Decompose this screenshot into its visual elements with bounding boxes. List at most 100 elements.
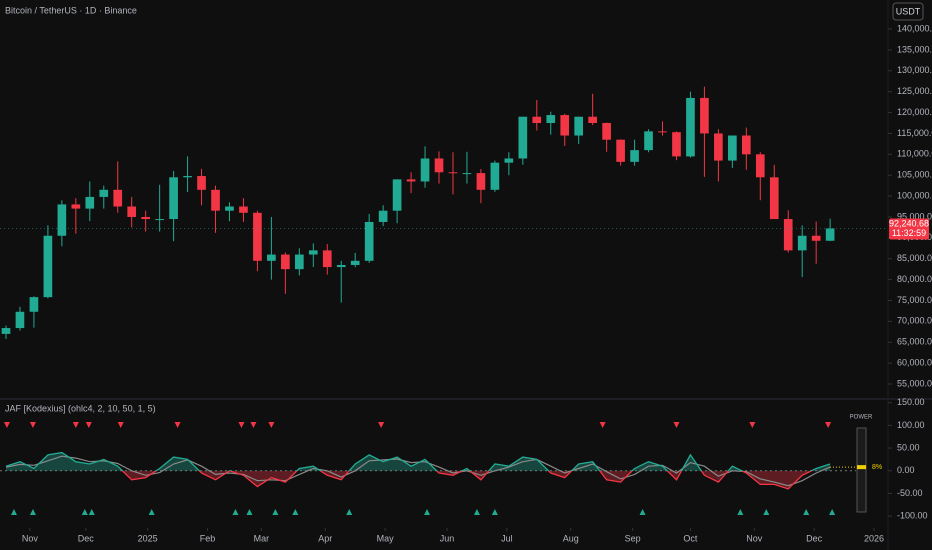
candle-body	[518, 116, 528, 159]
sell-marker	[268, 422, 275, 428]
sell-marker	[29, 422, 36, 428]
candle-body	[616, 139, 625, 162]
buy-marker	[491, 509, 498, 515]
buy-marker	[639, 509, 646, 515]
y-tick-label: 135,000.00	[897, 44, 932, 54]
candle-body	[127, 206, 137, 217]
candle-body	[350, 260, 360, 265]
candle-body	[420, 158, 430, 182]
power-label: 8%	[872, 464, 882, 471]
candle-body	[169, 177, 178, 220]
candle-body	[630, 150, 639, 162]
y-tick-label: 105,000.00	[897, 170, 932, 180]
buy-marker	[88, 509, 95, 515]
candle-body	[546, 115, 556, 123]
candle-body	[462, 173, 472, 175]
candle-body	[294, 254, 304, 270]
buy-marker	[272, 509, 279, 515]
y-tick-label: 95,000.00	[897, 211, 932, 221]
y-tick-label: 150.00	[897, 397, 925, 407]
last-price-label: 92,240.68	[889, 218, 929, 228]
y-tick-label: 80,000.00	[897, 274, 932, 284]
buy-marker	[29, 509, 36, 515]
candle-body	[741, 135, 751, 155]
y-tick-label: 75,000.00	[897, 295, 932, 305]
x-tick-label: Dec	[806, 533, 823, 543]
candle-body	[322, 250, 332, 268]
candle-body	[211, 189, 220, 211]
candle-body	[602, 122, 611, 140]
candle-body	[560, 115, 570, 136]
x-tick-label: Jun	[440, 533, 455, 543]
x-tick-label: Sep	[625, 533, 641, 543]
candle-body	[532, 116, 542, 123]
x-tick-label: Jul	[501, 533, 513, 543]
candle-body	[755, 154, 765, 178]
x-tick-label: Apr	[318, 533, 332, 543]
candle-body	[113, 189, 123, 207]
buy-marker	[148, 509, 155, 515]
currency-label[interactable]: USDT	[896, 6, 921, 16]
candle-body	[225, 206, 234, 211]
y-tick-label: 0.00	[897, 465, 915, 475]
candle-body	[574, 116, 584, 136]
candle-body	[434, 158, 444, 173]
power-gauge	[856, 427, 867, 513]
candle-body	[253, 212, 262, 261]
candle-body	[336, 264, 346, 268]
countdown-label: 11:32:59	[892, 228, 926, 238]
y-tick-label: 100,000.00	[897, 190, 932, 200]
sell-marker	[117, 422, 124, 428]
candle-body	[267, 254, 276, 261]
candle-body	[700, 97, 709, 134]
candle-body	[57, 204, 67, 236]
candle-body	[141, 216, 151, 220]
y-tick-label: 50.00	[897, 442, 920, 452]
candle-body	[588, 116, 597, 123]
buy-marker	[346, 509, 353, 515]
candle-body	[406, 179, 416, 182]
candle-body	[825, 228, 835, 241]
y-tick-label: 115,000.00	[897, 128, 932, 138]
candle-body	[490, 162, 500, 190]
buy-marker	[424, 509, 431, 515]
buy-marker	[829, 509, 836, 515]
last-price-box	[889, 218, 929, 240]
candle-body	[797, 235, 807, 251]
buy-marker	[737, 509, 744, 515]
x-tick-label: Feb	[200, 533, 216, 543]
candle-body	[448, 172, 458, 174]
y-tick-label: -50.00	[897, 488, 923, 498]
oscillator-area	[5, 452, 831, 489]
candle-body	[769, 177, 779, 220]
x-tick-label: Nov	[22, 533, 39, 543]
power-level	[857, 465, 866, 470]
currency-button[interactable]	[892, 2, 924, 21]
chart-title: Bitcoin / TetherUS · 1D · Binance	[5, 5, 137, 15]
candle-body	[644, 131, 653, 151]
sell-marker	[174, 422, 181, 428]
candle-body	[43, 235, 53, 298]
candle-body	[29, 297, 39, 312]
buy-marker	[763, 509, 770, 515]
candle-body	[811, 235, 821, 241]
x-tick-label: Nov	[746, 533, 763, 543]
candle-body	[476, 173, 486, 190]
buy-marker	[246, 509, 253, 515]
x-tick-label: Oct	[683, 533, 698, 543]
sell-marker	[85, 422, 92, 428]
y-tick-label: -100.00	[897, 510, 928, 520]
buy-marker	[10, 509, 17, 515]
y-tick-label: 130,000.00	[897, 65, 932, 75]
x-tick-label: May	[377, 533, 395, 543]
candle-body	[672, 132, 681, 157]
candle-body	[658, 131, 667, 133]
y-tick-label: 85,000.00	[897, 253, 932, 263]
x-tick-label: Dec	[78, 533, 95, 543]
power-title: POWER	[850, 415, 873, 421]
candle-body	[281, 254, 290, 270]
sell-marker	[3, 422, 10, 428]
